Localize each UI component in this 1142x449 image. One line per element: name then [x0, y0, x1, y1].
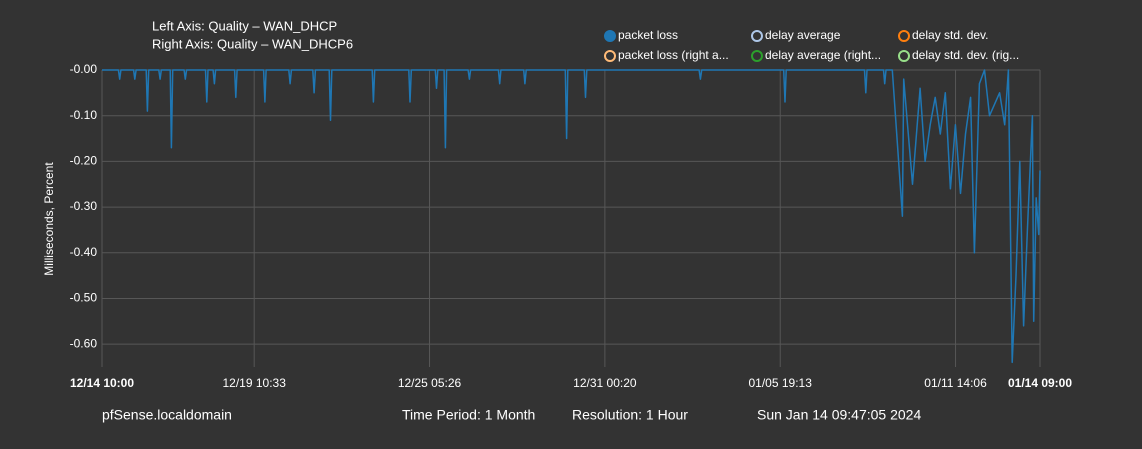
legend-label: delay average (right... [765, 48, 881, 62]
y-tick-label: -0.10 [70, 108, 98, 122]
legend-label: packet loss [618, 28, 678, 42]
legend-label: delay std. dev. [912, 28, 989, 42]
legend-marker [898, 30, 910, 42]
y-tick-label: -0.30 [70, 199, 98, 213]
y-tick-label: -0.00 [70, 62, 98, 76]
x-tick-label: 12/25 05:26 [398, 376, 462, 390]
x-tick-label: 12/19 10:33 [222, 376, 286, 390]
legend-marker [751, 30, 763, 42]
x-tick-label: 01/14 09:00 [1008, 376, 1072, 390]
footer-host: pfSense.localdomain [102, 407, 232, 423]
footer-resolution: Resolution: 1 Hour [572, 407, 688, 423]
legend-label: delay std. dev. (rig... [912, 48, 1019, 62]
x-tick-label: 12/31 00:20 [573, 376, 637, 390]
x-tick-label: 01/11 14:06 [924, 376, 987, 390]
legend-marker [604, 30, 616, 42]
y-tick-label: -0.20 [70, 154, 98, 168]
legend-marker [751, 50, 763, 62]
footer-period: Time Period: 1 Month [402, 407, 535, 423]
x-tick-label: 12/14 10:00 [70, 376, 134, 390]
legend-marker [898, 50, 910, 62]
y-tick-label: -0.40 [70, 245, 98, 259]
x-tick-label: 01/05 19:13 [749, 376, 813, 390]
chart-subtitle: Right Axis: Quality – WAN_DHCP6 [152, 36, 353, 51]
data-line [102, 69, 1041, 364]
legend-marker [604, 50, 616, 62]
y-tick-label: -0.50 [70, 291, 98, 305]
chart-title: Left Axis: Quality – WAN_DHCP [152, 18, 337, 33]
legend-label: delay average [765, 28, 841, 42]
legend-label: packet loss (right a... [618, 48, 729, 62]
footer-timestamp: Sun Jan 14 09:47:05 2024 [757, 407, 921, 423]
y-axis-title: Milliseconds, Percent [42, 162, 56, 276]
y-tick-label: -0.60 [70, 336, 98, 350]
